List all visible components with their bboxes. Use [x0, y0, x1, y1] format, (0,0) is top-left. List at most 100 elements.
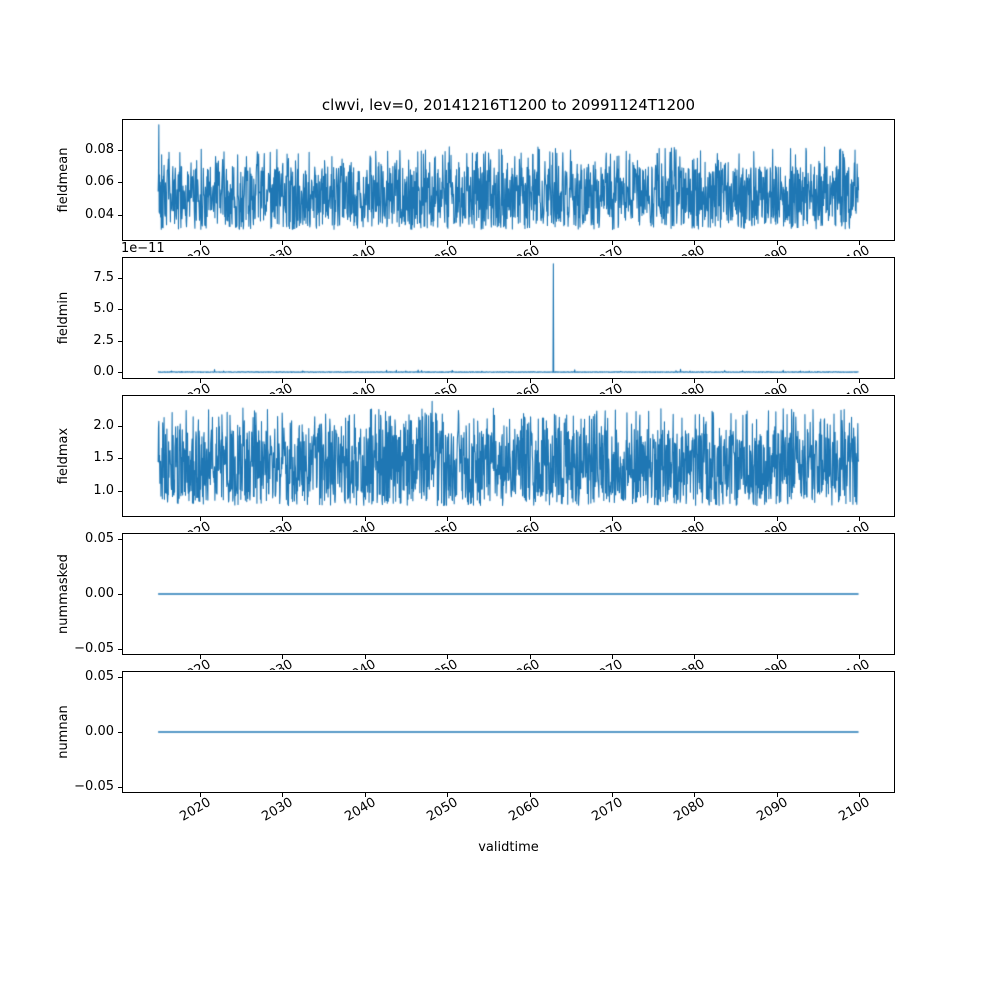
- y-tick-label: 0.06: [85, 174, 114, 189]
- x-tick: [447, 241, 448, 245]
- x-axis-label: validtime: [478, 840, 539, 855]
- x-tick: [612, 517, 613, 521]
- x-tick: [282, 793, 283, 797]
- x-tick-label: 2100: [836, 795, 873, 825]
- y-tick-label: −0.05: [74, 641, 114, 656]
- y-tick-label: 1.0: [93, 483, 114, 498]
- x-tick: [694, 655, 695, 659]
- x-tick-label: 2100: [837, 657, 873, 670]
- x-tick: [777, 241, 778, 245]
- y-tick: [118, 150, 122, 151]
- fieldmax-series-canvas: [123, 396, 894, 516]
- y-axis-label-numnan: numnan: [56, 705, 71, 759]
- chart-title: clwvi, lev=0, 20141216T1200 to 20991124T…: [321, 96, 696, 114]
- x-tick: [200, 379, 201, 383]
- x-tick-label: 2040: [342, 381, 378, 394]
- x-tick-label: 2060: [507, 519, 543, 532]
- y-tick: [118, 309, 122, 310]
- x-tick: [777, 793, 778, 797]
- x-tick: [530, 379, 531, 383]
- fieldmin-series-canvas: [123, 258, 894, 378]
- x-tick: [530, 655, 531, 659]
- y-tick: [118, 372, 122, 373]
- x-tick-label: 2060: [507, 243, 543, 256]
- y-tick-label: 5.0: [93, 301, 114, 316]
- x-tick-label: 2090: [754, 795, 791, 825]
- x-tick-label: 2080: [672, 657, 708, 670]
- x-tick-label: 2030: [259, 519, 295, 532]
- y-tick-label: 0.00: [85, 586, 114, 601]
- x-tick-label: 2100: [837, 519, 873, 532]
- y-tick-label: 0.05: [85, 669, 114, 684]
- x-tick: [859, 793, 860, 797]
- x-tick-labels-row: 2020 2030 2040 2050 2060 2070 2080 2090 2100: [0, 519, 1000, 532]
- x-tick-label: 2050: [424, 381, 460, 394]
- x-tick: [694, 517, 695, 521]
- y-tick: [118, 539, 122, 540]
- x-tick-label: 2040: [342, 243, 378, 256]
- x-tick: [694, 793, 695, 797]
- x-tick: [777, 655, 778, 659]
- x-tick: [694, 241, 695, 245]
- x-tick-label: 2040: [342, 519, 378, 532]
- x-tick-label: 2080: [672, 243, 708, 256]
- x-tick: [859, 517, 860, 521]
- x-tick-labels-row: 2020 2030 2040 2050 2060 2070 2080 2090 2100: [0, 795, 1000, 841]
- x-tick: [859, 241, 860, 245]
- x-tick: [365, 241, 366, 245]
- x-tick-label: 2050: [424, 243, 460, 256]
- x-tick-label: 2070: [589, 657, 625, 670]
- subplot-fieldmax: [122, 395, 895, 517]
- x-tick: [282, 655, 283, 659]
- x-tick-label: 2080: [672, 381, 708, 394]
- x-tick: [530, 241, 531, 245]
- x-tick: [365, 379, 366, 383]
- x-tick-label: 2020: [177, 657, 213, 670]
- y-tick-label: 7.5: [93, 270, 114, 285]
- x-tick-label: 2080: [672, 519, 708, 532]
- x-tick: [777, 379, 778, 383]
- subplot-fieldmean: [122, 119, 895, 241]
- x-tick: [365, 517, 366, 521]
- y-tick-label: 1.5: [93, 450, 114, 465]
- x-tick: [447, 655, 448, 659]
- x-tick: [365, 793, 366, 797]
- x-tick-label: 2090: [754, 657, 790, 670]
- x-tick: [200, 793, 201, 797]
- x-tick-label: 2040: [342, 657, 378, 670]
- y-tick-label: 0.0: [93, 364, 114, 379]
- x-tick: [200, 241, 201, 245]
- x-tick: [447, 379, 448, 383]
- y-tick: [118, 732, 122, 733]
- x-tick-label: 2020: [177, 795, 214, 825]
- x-tick-label: 2070: [589, 519, 625, 532]
- y-tick: [118, 491, 122, 492]
- x-tick-label: 2050: [424, 519, 460, 532]
- x-tick-label: 2070: [589, 795, 626, 825]
- y-tick: [118, 787, 122, 788]
- x-tick: [282, 241, 283, 245]
- y-tick: [118, 649, 122, 650]
- x-tick-label: 2020: [177, 243, 213, 256]
- subplot-fieldmin: [122, 257, 895, 379]
- x-tick-label: 2090: [754, 381, 790, 394]
- y-tick: [118, 426, 122, 427]
- subplot-nummasked: [122, 533, 895, 655]
- y-axis-offset-text: 1e−11: [121, 241, 165, 256]
- x-tick-label: 2030: [259, 795, 296, 825]
- x-tick-label: 2090: [754, 519, 790, 532]
- x-tick-labels-row: 2020 2030 2040 2050 2060 2070 2080 2090 2100: [0, 657, 1000, 670]
- x-tick-label: 2030: [259, 657, 295, 670]
- x-tick: [612, 655, 613, 659]
- x-tick-label: 2100: [837, 243, 873, 256]
- x-tick-label: 2060: [507, 657, 543, 670]
- x-tick: [612, 793, 613, 797]
- y-axis-label-nummasked: nummasked: [56, 554, 71, 634]
- y-tick: [118, 341, 122, 342]
- x-tick-label: 2030: [259, 381, 295, 394]
- x-tick: [365, 655, 366, 659]
- y-axis-label-fieldmin: fieldmin: [56, 291, 71, 345]
- x-tick: [777, 517, 778, 521]
- x-tick: [530, 793, 531, 797]
